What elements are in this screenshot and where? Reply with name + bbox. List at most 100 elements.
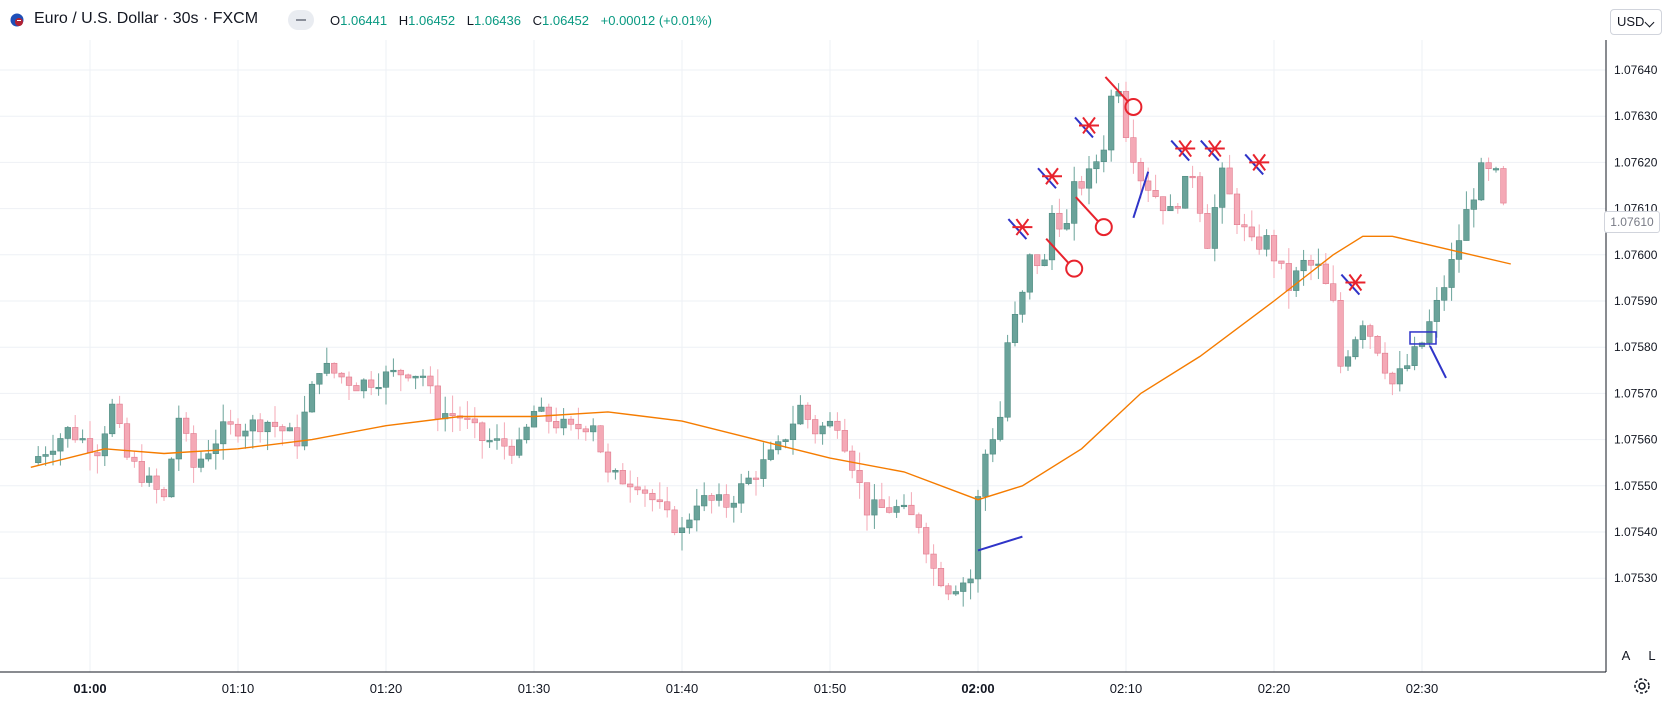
log-scale-button[interactable]: L: [1648, 648, 1656, 663]
candle-body: [1367, 325, 1374, 337]
candle-body: [863, 482, 871, 516]
candle-body: [271, 421, 279, 427]
price-tick-label: 1.07530: [1614, 571, 1658, 585]
candle-body: [405, 374, 412, 379]
candle-body: [212, 443, 219, 455]
candle-body: [1352, 339, 1359, 358]
candle-body: [641, 489, 649, 494]
candle-body: [1056, 212, 1063, 230]
low-value: 1.06436: [474, 13, 521, 28]
gear-icon[interactable]: [1632, 676, 1652, 696]
candle-body: [353, 385, 360, 392]
candle-body: [175, 417, 182, 460]
candle-body: [900, 504, 908, 508]
drawing-blue-stroke: [1037, 167, 1057, 189]
candle-body: [249, 419, 256, 432]
candle-body: [1063, 223, 1070, 230]
candle-body: [886, 507, 893, 513]
candle-body: [294, 427, 301, 447]
candle-body: [1285, 263, 1292, 291]
candle-body: [1455, 240, 1463, 260]
chart-grid: [0, 40, 1606, 672]
drawing-blue-stroke: [1200, 139, 1220, 162]
candle-body: [190, 433, 197, 468]
candle-body: [767, 449, 774, 460]
time-tick-label: 02:10: [1110, 681, 1143, 696]
candle-body: [79, 438, 86, 441]
open-value: 1.06441: [340, 13, 388, 28]
price-tick-label: 1.07550: [1614, 479, 1658, 493]
candle-body: [582, 428, 589, 433]
candle-body: [656, 499, 663, 503]
price-tick-label: 1.07630: [1614, 109, 1658, 123]
candle-body: [331, 362, 338, 374]
candle-body: [183, 417, 190, 434]
candle-body: [72, 427, 79, 441]
drawing-star-stroke: [1015, 218, 1030, 236]
candle-body: [1492, 168, 1500, 171]
candle-body: [567, 418, 575, 425]
candle-body: [316, 373, 323, 385]
drawing-star-stroke: [1082, 116, 1096, 135]
time-tick-label: 02:00: [961, 681, 994, 696]
currency-select[interactable]: USD: [1610, 9, 1662, 35]
drawing-layer: [977, 76, 1447, 552]
candle-body: [530, 411, 538, 428]
candle-body: [338, 372, 345, 378]
candle-body: [952, 591, 959, 595]
candle-body: [1145, 180, 1152, 191]
drawing-circle-stem: [1075, 196, 1099, 222]
candlestick-series: [35, 81, 1507, 607]
candle-body: [1500, 168, 1507, 204]
candle-body: [989, 439, 996, 455]
candle-body: [715, 494, 723, 501]
candle-body: [1041, 259, 1048, 267]
eye-icon[interactable]: [288, 10, 314, 30]
price-tick-label: 1.07540: [1614, 525, 1658, 539]
drawing-star-stroke: [1178, 139, 1192, 158]
chart-header: Euro / U.S. Dollar · 30s · FXCM O1.06441…: [0, 0, 1674, 40]
candle-body: [841, 430, 848, 452]
candle-body: [1441, 287, 1448, 301]
candle-body: [57, 438, 64, 452]
candle-body: [856, 470, 863, 483]
candle-body: [937, 568, 945, 587]
candle-body: [264, 421, 271, 433]
candle-body: [745, 477, 752, 484]
candle-body: [42, 454, 49, 457]
drawing-blue-stroke: [1429, 345, 1447, 379]
candle-body: [1130, 137, 1137, 163]
candle-body: [789, 423, 797, 441]
candle-body: [64, 427, 71, 439]
candle-body: [1418, 342, 1426, 347]
candle-body: [1196, 176, 1204, 214]
symbol-title[interactable]: Euro / U.S. Dollar · 30s · FXCM: [34, 10, 259, 27]
candle-body: [960, 582, 967, 592]
candle-body: [819, 425, 826, 435]
candle-body: [1108, 95, 1115, 151]
auto-scale-button[interactable]: A: [1621, 648, 1631, 663]
candle-body: [597, 425, 604, 453]
candle-body: [116, 403, 123, 424]
candle-body: [1359, 325, 1366, 340]
low-key: L: [466, 13, 474, 28]
candle-body: [1093, 161, 1100, 170]
candle-body: [893, 506, 900, 513]
high-key: H: [398, 13, 409, 28]
candle-body: [612, 470, 619, 473]
candle-body: [153, 475, 160, 490]
time-tick-label: 01:30: [518, 681, 551, 696]
price-tick-label: 1.07590: [1614, 294, 1658, 308]
candle-body: [849, 450, 856, 471]
price-tick-label: 1.07640: [1614, 63, 1658, 77]
candle-body: [35, 456, 42, 463]
candle-body: [234, 423, 242, 437]
time-tick-label: 01:20: [370, 681, 403, 696]
candle-body: [634, 486, 641, 491]
candle-body: [723, 494, 730, 508]
candle-body: [1381, 352, 1389, 374]
candle-body: [323, 362, 330, 374]
candle-body: [412, 375, 419, 379]
candle-body: [1307, 259, 1315, 266]
